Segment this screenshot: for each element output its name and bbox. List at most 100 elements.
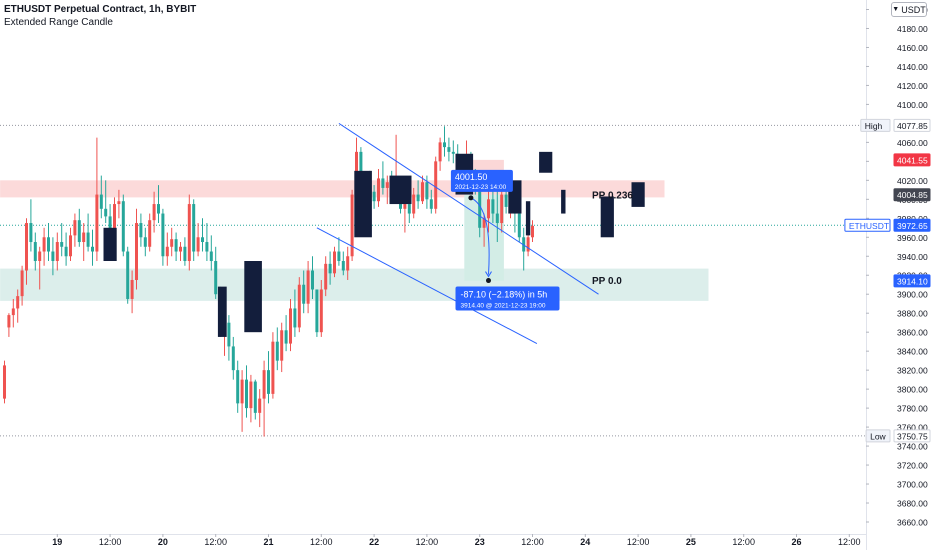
price-label-tag[interactable] — [860, 118, 891, 132]
trendline-lower[interactable] — [316, 227, 538, 345]
candle-body[interactable] — [491, 199, 495, 214]
zone-lower[interactable] — [0, 268, 709, 301]
price-label-badge[interactable] — [893, 218, 931, 232]
candle-body[interactable] — [267, 370, 270, 394]
price-label-tag[interactable] — [844, 218, 891, 232]
candle-body[interactable] — [7, 315, 11, 328]
candle-body[interactable] — [245, 379, 248, 409]
candle-body[interactable] — [117, 201, 121, 205]
candle-body[interactable] — [161, 213, 165, 257]
candle-body[interactable] — [205, 242, 209, 252]
candle-body[interactable] — [293, 308, 297, 328]
candle-body[interactable] — [416, 194, 420, 202]
candle-body[interactable] — [47, 237, 50, 252]
price-label-badge[interactable] — [893, 118, 931, 132]
candle-body[interactable] — [240, 379, 244, 404]
extended-range-candle[interactable] — [103, 227, 117, 262]
candle-body[interactable] — [253, 381, 257, 413]
measure-start-label[interactable]: 4001.50 2021-12-23 14:00 — [450, 169, 513, 192]
candle-body[interactable] — [443, 142, 446, 148]
extended-range-candle[interactable] — [561, 189, 566, 214]
candle-body[interactable] — [33, 242, 37, 262]
price-label-badge[interactable] — [893, 188, 931, 202]
candle-body[interactable] — [77, 220, 81, 243]
candle-body[interactable] — [214, 261, 218, 295]
candle-body[interactable] — [3, 365, 6, 399]
candle-body[interactable] — [187, 204, 191, 262]
extended-range-candle[interactable] — [217, 286, 227, 337]
candle-body[interactable] — [196, 237, 200, 252]
price-label-badge[interactable] — [893, 274, 931, 288]
candle-body[interactable] — [38, 251, 42, 262]
candle-body[interactable] — [451, 151, 455, 154]
candle-body[interactable] — [121, 201, 125, 252]
candle-body[interactable] — [522, 237, 526, 252]
candle-body[interactable] — [478, 189, 482, 228]
candle-body[interactable] — [407, 204, 411, 214]
candle-body[interactable] — [531, 225, 534, 238]
candle-body[interactable] — [179, 246, 182, 252]
candle-body[interactable] — [249, 381, 253, 409]
extended-range-candle[interactable] — [525, 201, 531, 236]
candle-body[interactable] — [11, 308, 15, 316]
candle-body[interactable] — [170, 239, 174, 247]
candle-body[interactable] — [130, 279, 134, 299]
candle-body[interactable] — [60, 242, 64, 247]
candle-body[interactable] — [157, 204, 160, 214]
candle-body[interactable] — [99, 194, 103, 209]
candle-body[interactable] — [135, 223, 138, 280]
candle-body[interactable] — [311, 270, 314, 290]
candle-body[interactable] — [319, 289, 323, 333]
candle-body[interactable] — [333, 251, 336, 274]
candle-body[interactable] — [346, 256, 350, 271]
candle-body[interactable] — [284, 330, 288, 344]
candle-body[interactable] — [275, 341, 279, 361]
candle-body[interactable] — [231, 346, 235, 371]
candle-body[interactable] — [64, 246, 68, 257]
candle-body[interactable] — [412, 194, 416, 214]
candle-body[interactable] — [315, 289, 319, 333]
candle-body[interactable] — [421, 182, 424, 202]
candle-body[interactable] — [403, 204, 407, 209]
trendline-upper[interactable] — [338, 122, 599, 295]
candle-body[interactable] — [42, 237, 46, 252]
price-label-badge[interactable] — [893, 429, 931, 443]
candle-body[interactable] — [487, 199, 490, 219]
candle-body[interactable] — [152, 204, 156, 221]
candle-body[interactable] — [91, 246, 94, 252]
candle-body[interactable] — [324, 263, 328, 290]
candle-body[interactable] — [16, 296, 20, 309]
candle-body[interactable] — [381, 178, 385, 188]
candle-body[interactable] — [29, 223, 33, 243]
candle-body[interactable] — [69, 235, 72, 257]
candle-body[interactable] — [209, 251, 213, 262]
candle-body[interactable] — [297, 284, 301, 328]
candle-body[interactable] — [385, 182, 389, 188]
candle-body[interactable] — [482, 218, 486, 228]
candle-body[interactable] — [201, 237, 204, 243]
measure-end-point[interactable] — [486, 278, 491, 284]
candle-body[interactable] — [271, 341, 275, 394]
candle-body[interactable] — [377, 178, 380, 202]
candle-body[interactable] — [113, 204, 116, 238]
candle-body[interactable] — [262, 370, 266, 399]
candle-body[interactable] — [328, 263, 332, 274]
extended-range-candle[interactable] — [539, 151, 553, 173]
currency-selector[interactable]: ▼ USDT — [891, 2, 927, 17]
extended-range-candle[interactable] — [389, 175, 412, 205]
candle-body[interactable] — [20, 270, 24, 297]
candle-body[interactable] — [143, 237, 147, 247]
candle-body[interactable] — [425, 182, 429, 200]
candle-body[interactable] — [434, 161, 438, 209]
candle-body[interactable] — [139, 223, 143, 238]
measure-end-label[interactable]: -87.10 (−2.18%) in 5h 3914.40 @ 2021-12-2… — [455, 286, 560, 311]
candle-body[interactable] — [306, 270, 310, 304]
candle-body[interactable] — [165, 246, 169, 257]
candle-body[interactable] — [500, 194, 504, 224]
candle-body[interactable] — [429, 199, 433, 209]
candle-body[interactable] — [289, 308, 292, 344]
price-label-tag[interactable] — [865, 429, 891, 443]
candle-body[interactable] — [183, 246, 187, 262]
candle-body[interactable] — [504, 194, 508, 207]
